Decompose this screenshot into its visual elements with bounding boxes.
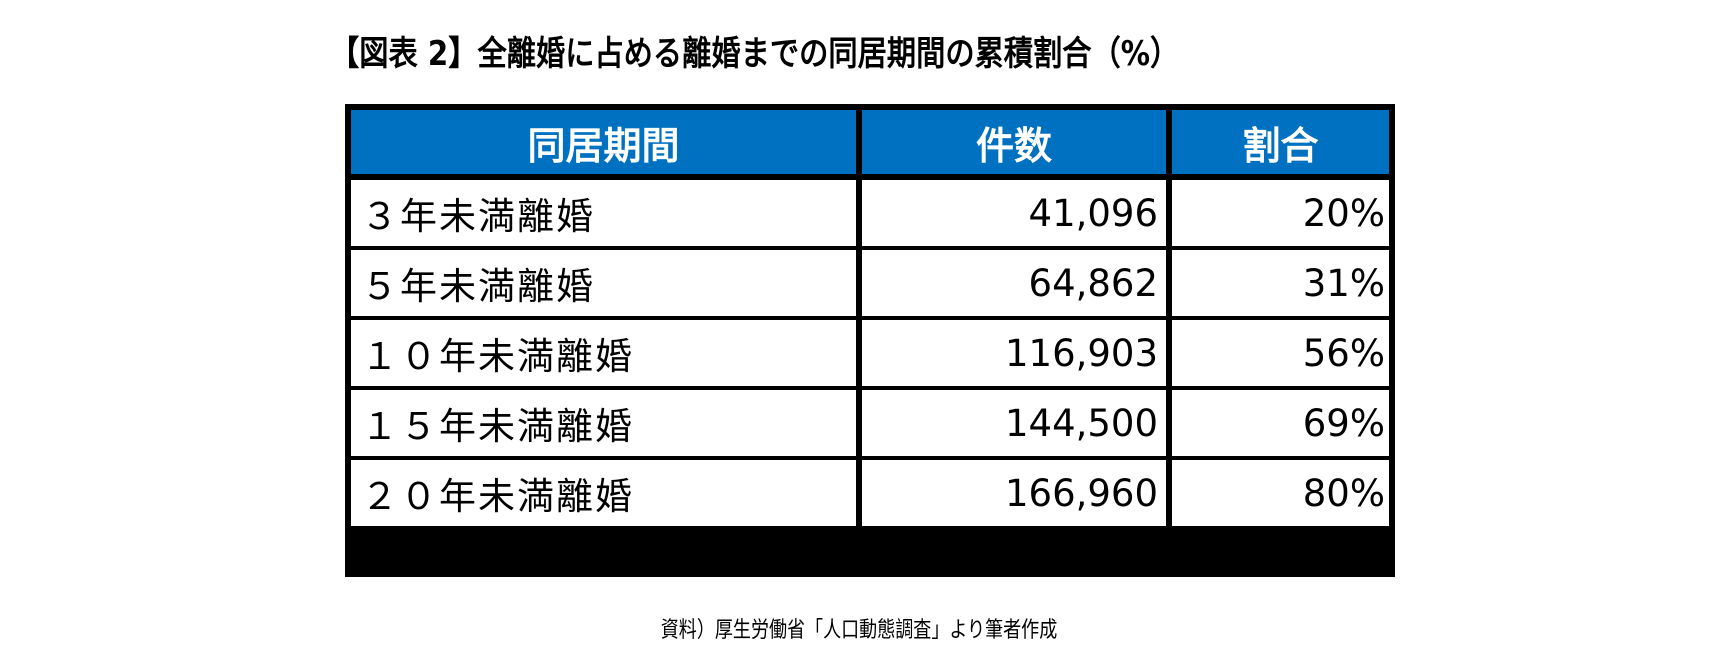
table-row: １０年未満離婚 116,903 56% <box>351 320 1389 386</box>
ratio-cell: 20% <box>1172 180 1389 246</box>
period-cell: １０年未満離婚 <box>351 320 856 386</box>
column-header-period: 同居期間 <box>351 110 856 174</box>
ratio-cell: 56% <box>1172 320 1389 386</box>
count-cell: 144,500 <box>862 390 1166 456</box>
count-cell: 166,960 <box>862 460 1166 526</box>
source-note: 資料）厚生労働省「人口動態調査」より筆者作成 <box>660 618 1058 643</box>
count-cell: 116,903 <box>862 320 1166 386</box>
count-cell: 41,096 <box>862 180 1166 246</box>
ratio-cell: 31% <box>1172 250 1389 316</box>
column-header-count: 件数 <box>862 110 1166 174</box>
figure-title: 【図表 2】全離婚に占める離婚までの同居期間の累積割合（%） <box>330 34 1180 74</box>
period-cell: １５年未満離婚 <box>351 390 856 456</box>
data-table: 同居期間 件数 割合 ３年未満離婚 41,096 20% ５年未満離婚 64,8… <box>345 104 1395 577</box>
table-row: ２０年未満離婚 166,960 80% <box>351 460 1389 570</box>
period-cell: ５年未満離婚 <box>351 250 856 316</box>
period-cell: ３年未満離婚 <box>351 180 856 246</box>
count-cell: 64,862 <box>862 250 1166 316</box>
table-row: ３年未満離婚 41,096 20% <box>351 180 1389 246</box>
table-header-row: 同居期間 件数 割合 <box>351 110 1389 174</box>
table-row: １５年未満離婚 144,500 69% <box>351 390 1389 456</box>
period-cell: ２０年未満離婚 <box>351 460 856 526</box>
column-header-ratio: 割合 <box>1172 110 1389 174</box>
ratio-cell: 80% <box>1172 460 1389 526</box>
ratio-cell: 69% <box>1172 390 1389 456</box>
table-row: ５年未満離婚 64,862 31% <box>351 250 1389 316</box>
